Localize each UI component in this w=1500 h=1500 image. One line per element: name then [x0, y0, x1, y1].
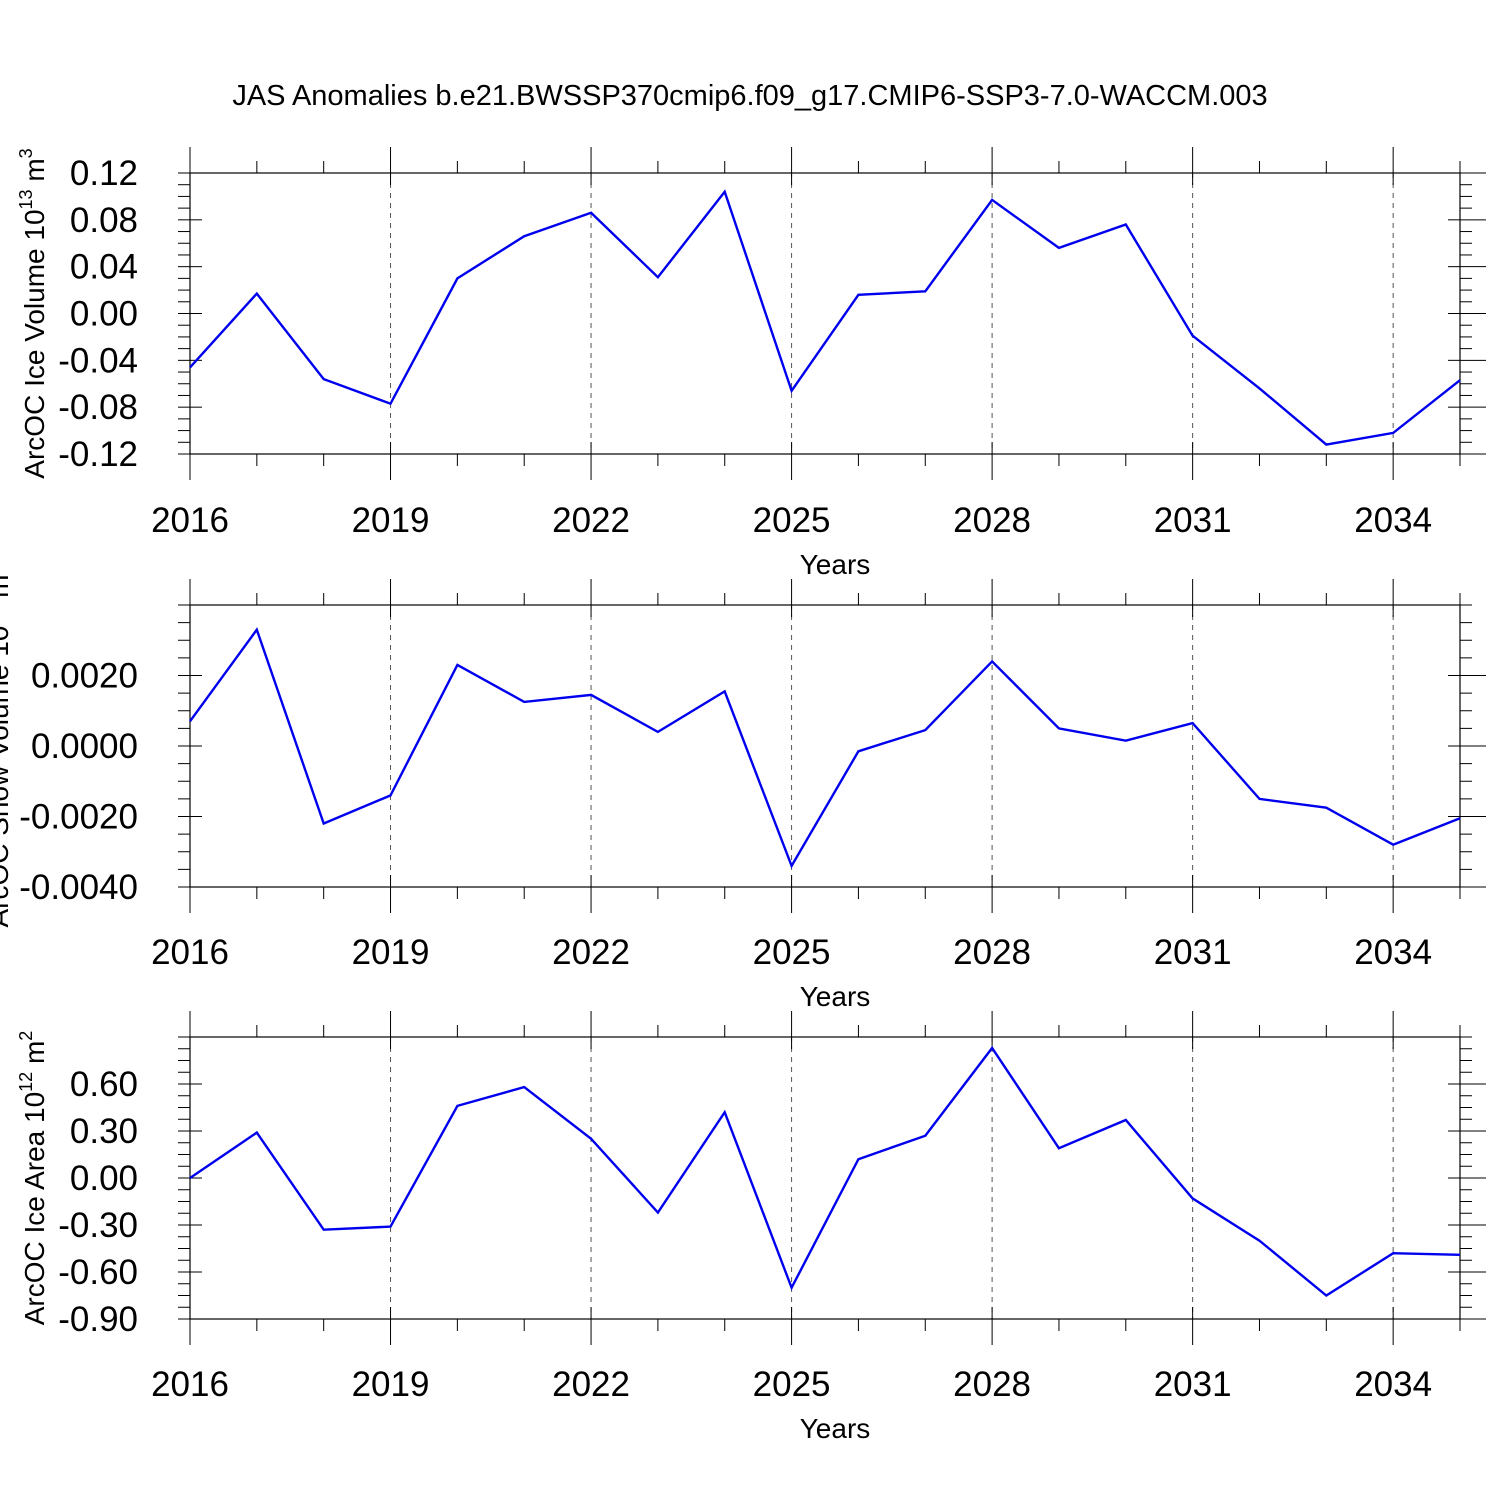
chart-panel-1: 2016 2019 2022 2025 2028 2031 2034 Years 0.12 0.0…	[16, 147, 1486, 580]
chart-panel-2: 2016 2019 2022 2025 2028 2031 2034 Years 0.0020 0…	[0, 564, 1486, 1012]
x-tick-label: 2019	[352, 501, 430, 540]
x-tick-label: 2016	[151, 933, 229, 972]
y-tick-label: -0.12	[58, 435, 138, 474]
x-tick-label: 2025	[753, 933, 831, 972]
y-tick-label: 0.08	[70, 201, 138, 240]
x-tick-label: 2016	[151, 1365, 229, 1404]
y-tick-label: -0.90	[58, 1300, 138, 1339]
x-tick-label: 2019	[352, 933, 430, 972]
y-tick-label: -0.0020	[19, 798, 138, 837]
y-tick-label: 0.30	[70, 1112, 138, 1151]
x-tick-label: 2028	[953, 933, 1031, 972]
x-axis-label: Years	[800, 549, 871, 580]
x-tick-label: 2034	[1354, 933, 1432, 972]
figure-title: JAS Anomalies b.e21.BWSSP370cmip6.f09_g1…	[232, 80, 1267, 112]
x-tick-label: 2016	[151, 501, 229, 540]
y-tick-label: 0.00	[70, 1159, 138, 1198]
x-tick-label: 2025	[753, 1365, 831, 1404]
y-tick-label: -0.0040	[19, 868, 138, 907]
x-axis-label: Years	[800, 1413, 871, 1444]
y-tick-label: -0.60	[58, 1253, 138, 1292]
series-line	[189, 189, 1461, 446]
y-tick-label: 0.0000	[31, 727, 138, 766]
x-tick-label: 2028	[953, 501, 1031, 540]
x-tick-label: 2034	[1354, 501, 1432, 540]
series-line	[189, 1045, 1461, 1297]
y-tick-label: -0.04	[58, 341, 138, 380]
chart-panel-3: 2016 2019 2022 2025 2028 2031 2034 Years 0.60 0.3…	[16, 1011, 1486, 1444]
y-tick-label: -0.08	[58, 388, 138, 427]
y-tick-label: 0.60	[70, 1065, 138, 1104]
y-tick-label: -0.30	[58, 1206, 138, 1245]
x-tick-label: 2031	[1154, 933, 1232, 972]
y-axis-label: ArcOC Snow Volume 1013 m3	[0, 564, 14, 927]
x-tick-label: 2028	[953, 1365, 1031, 1404]
y-axis-label: ArcOC Ice Volume 1013 m3	[16, 148, 50, 478]
x-tick-label: 2034	[1354, 1365, 1432, 1404]
y-tick-label: 0.00	[70, 295, 138, 334]
x-tick-label: 2025	[753, 501, 831, 540]
x-axis-label: Years	[800, 981, 871, 1012]
x-tick-label: 2022	[552, 501, 630, 540]
x-tick-label: 2022	[552, 933, 630, 972]
y-axis-label: ArcOC Ice Area 1012 m2	[16, 1031, 50, 1326]
y-tick-label: 0.12	[70, 154, 138, 193]
x-tick-label: 2031	[1154, 1365, 1232, 1404]
y-tick-label: 0.0020	[31, 657, 138, 696]
x-tick-label: 2019	[352, 1365, 430, 1404]
series-line	[189, 627, 1461, 869]
x-tick-label: 2031	[1154, 501, 1232, 540]
x-tick-label: 2022	[552, 1365, 630, 1404]
y-tick-label: 0.04	[70, 248, 138, 287]
